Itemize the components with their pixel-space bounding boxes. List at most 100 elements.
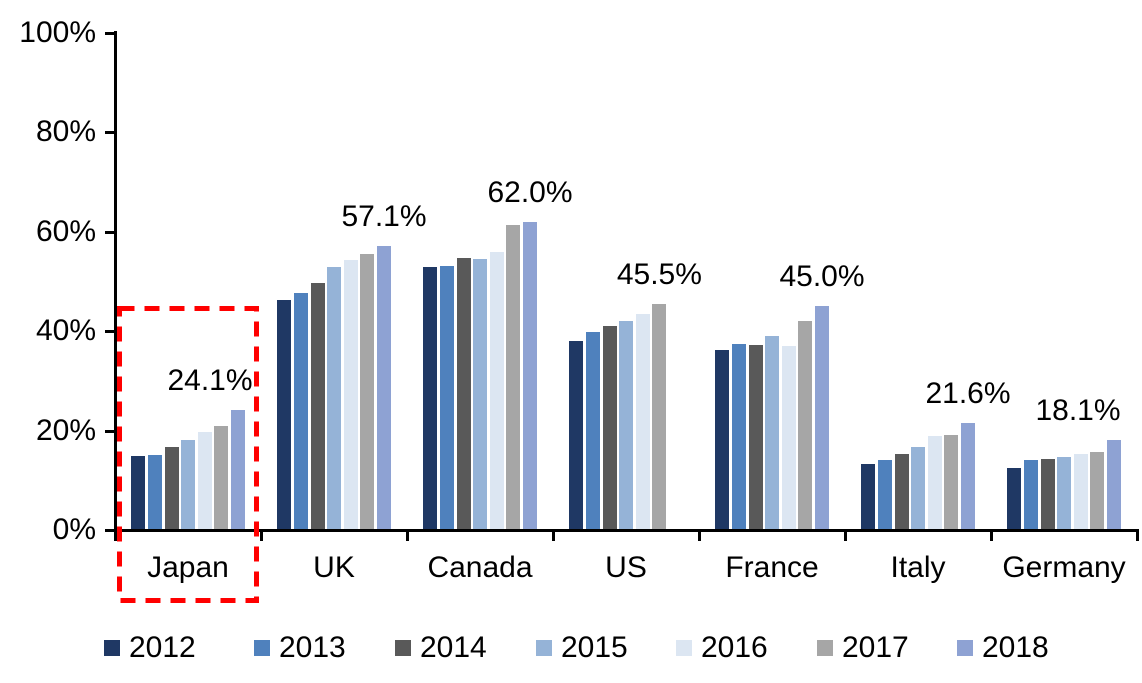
legend-swatch-2018 bbox=[957, 640, 973, 656]
x-axis-tick bbox=[990, 529, 993, 541]
legend-swatch-2016 bbox=[676, 640, 692, 656]
bar-uk-2015 bbox=[327, 266, 342, 529]
legend-item-2012: 2012 bbox=[104, 632, 196, 664]
bar-japan-2012 bbox=[131, 455, 146, 529]
bar-italy-2015 bbox=[911, 446, 926, 529]
bar-canada-2018 bbox=[523, 221, 537, 529]
category-label-italy: Italy bbox=[890, 551, 946, 584]
y-axis-tick bbox=[105, 131, 114, 134]
bar-japan-2016 bbox=[197, 431, 212, 529]
x-axis-line bbox=[107, 529, 1138, 532]
bar-germany-2018 bbox=[1107, 440, 1121, 529]
y-axis-tick bbox=[105, 231, 114, 234]
bar-france-2016 bbox=[781, 345, 796, 529]
y-axis-label: 20% bbox=[35, 414, 96, 447]
bar-uk-2018 bbox=[377, 246, 391, 529]
legend-swatch-2017 bbox=[817, 640, 833, 656]
category-label-germany: Germany bbox=[1002, 551, 1126, 584]
bar-uk-2014 bbox=[310, 282, 325, 529]
bar-france-2017 bbox=[798, 320, 813, 529]
x-axis-tick bbox=[1136, 529, 1139, 541]
legend-swatch-2013 bbox=[254, 640, 270, 656]
bar-canada-2017 bbox=[506, 224, 521, 529]
bar-us-2017 bbox=[652, 303, 667, 529]
bar-france-2018 bbox=[815, 306, 829, 529]
bar-germany-2015 bbox=[1057, 456, 1072, 529]
legend-swatch-2012 bbox=[104, 640, 120, 656]
bar-germany-2017 bbox=[1090, 451, 1105, 529]
value-label-uk: 57.1% bbox=[341, 200, 427, 234]
bar-us-2015 bbox=[619, 321, 634, 529]
legend-label-2016: 2016 bbox=[701, 631, 768, 664]
legend-label-2018: 2018 bbox=[982, 631, 1049, 664]
legend-item-2017: 2017 bbox=[817, 632, 909, 664]
bar-canada-2012 bbox=[423, 267, 438, 529]
bar-italy-2012 bbox=[861, 464, 876, 529]
bar-france-2014 bbox=[748, 344, 763, 529]
bar-japan-2014 bbox=[164, 446, 179, 529]
bar-germany-2014 bbox=[1040, 458, 1055, 529]
bar-italy-2017 bbox=[944, 435, 959, 529]
legend-label-2012: 2012 bbox=[129, 631, 196, 664]
bar-us-2012 bbox=[569, 341, 584, 529]
x-axis-tick bbox=[114, 529, 117, 541]
bar-canada-2016 bbox=[489, 251, 504, 529]
x-axis-tick bbox=[260, 529, 263, 541]
category-label-canada: Canada bbox=[427, 551, 533, 584]
bar-germany-2012 bbox=[1007, 467, 1022, 529]
y-axis-tick bbox=[105, 330, 114, 333]
y-axis-label: 80% bbox=[35, 115, 96, 148]
category-label-france: France bbox=[725, 551, 819, 584]
value-label-italy: 21.6% bbox=[925, 376, 1011, 410]
bar-france-2012 bbox=[715, 349, 730, 529]
legend-item-2014: 2014 bbox=[395, 632, 487, 664]
legend-label-2013: 2013 bbox=[279, 631, 346, 664]
legend-item-2013: 2013 bbox=[254, 632, 346, 664]
bar-germany-2016 bbox=[1073, 454, 1088, 529]
bar-italy-2016 bbox=[927, 436, 942, 529]
value-label-canada: 62.0% bbox=[487, 175, 573, 209]
legend-label-2015: 2015 bbox=[561, 631, 628, 664]
bar-us-2013 bbox=[586, 331, 600, 529]
y-axis-label: 60% bbox=[35, 215, 96, 248]
x-axis-tick bbox=[552, 529, 555, 541]
value-label-japan: 24.1% bbox=[167, 364, 253, 398]
legend-label-2014: 2014 bbox=[420, 631, 487, 664]
bar-canada-2015 bbox=[473, 259, 488, 529]
bar-japan-2017 bbox=[214, 426, 229, 529]
y-axis-line bbox=[114, 31, 117, 533]
value-label-us: 45.5% bbox=[616, 257, 702, 291]
bar-italy-2013 bbox=[878, 459, 892, 529]
value-label-germany: 18.1% bbox=[1035, 394, 1121, 427]
category-label-japan: Japan bbox=[147, 551, 229, 584]
x-axis-tick bbox=[698, 529, 701, 541]
bar-italy-2018 bbox=[961, 422, 975, 529]
y-axis-tick bbox=[105, 32, 114, 35]
bar-france-2013 bbox=[732, 343, 746, 529]
legend-swatch-2015 bbox=[536, 640, 552, 656]
bar-japan-2018 bbox=[231, 410, 245, 529]
bar-france-2015 bbox=[765, 336, 780, 529]
x-axis-tick bbox=[406, 529, 409, 541]
bar-germany-2013 bbox=[1024, 460, 1038, 529]
category-label-uk: UK bbox=[313, 551, 355, 584]
legend-swatch-2014 bbox=[395, 640, 411, 656]
bar-uk-2012 bbox=[277, 300, 292, 529]
bar-us-2016 bbox=[635, 314, 650, 529]
bar-italy-2014 bbox=[894, 454, 909, 529]
bar-uk-2016 bbox=[343, 259, 358, 529]
legend-item-2015: 2015 bbox=[536, 632, 628, 664]
bar-canada-2014 bbox=[456, 257, 471, 529]
y-axis-label: 0% bbox=[52, 513, 96, 546]
value-label-france: 45.0% bbox=[779, 260, 865, 294]
y-axis-tick bbox=[105, 430, 114, 433]
bar-japan-2013 bbox=[148, 455, 162, 529]
y-axis-label: 40% bbox=[35, 314, 96, 347]
x-axis-tick bbox=[844, 529, 847, 541]
bar-us-2014 bbox=[602, 326, 617, 529]
bar-uk-2013 bbox=[294, 293, 308, 529]
legend-item-2018: 2018 bbox=[957, 632, 1049, 664]
legend-item-2016: 2016 bbox=[676, 632, 768, 664]
y-axis-label: 100% bbox=[19, 16, 96, 49]
